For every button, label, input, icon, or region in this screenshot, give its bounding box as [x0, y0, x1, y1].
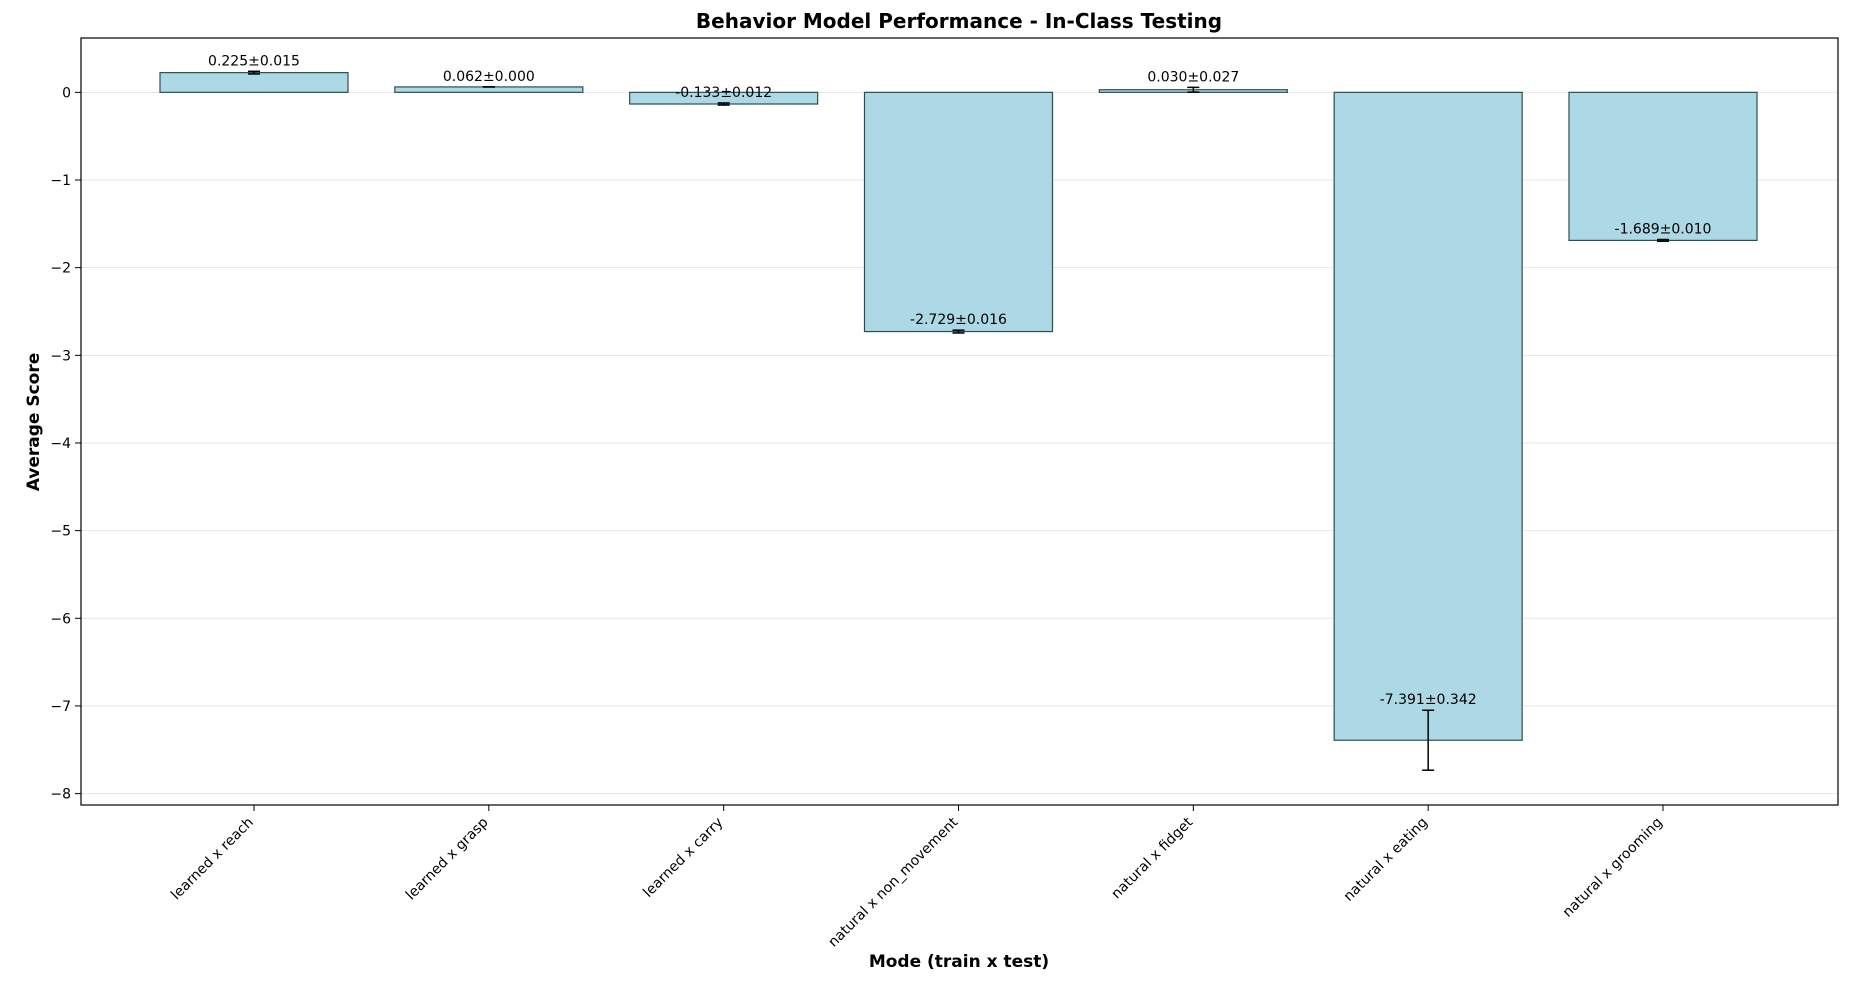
- bar-natural-x-non-movement: [863, 91, 1054, 333]
- y-tick-label: −3: [50, 348, 71, 364]
- error-bar: [717, 102, 730, 106]
- x-axis-ticks: learned x reach learned x grasp learned x …: [168, 805, 1666, 950]
- x-tick-label: natural x fidget: [1109, 814, 1197, 902]
- data-label: -0.133±0.012: [675, 85, 772, 101]
- y-tick-label: −6: [50, 611, 71, 627]
- bars: [159, 72, 1758, 741]
- x-tick-label: learned x carry: [640, 815, 726, 901]
- error-bars: [248, 70, 1669, 771]
- x-tick-label: natural x non_movement: [825, 814, 961, 950]
- data-label: -2.729±0.016: [910, 312, 1007, 328]
- chart-title: Behavior Model Performance - In-Class Te…: [696, 9, 1222, 33]
- error-bar: [1187, 86, 1200, 93]
- data-label: -7.391±0.342: [1380, 692, 1477, 708]
- y-axis-ticks: 0 −1 −2 −3 −4 −5 −6 −7 −8: [50, 85, 81, 803]
- bar-learned-x-reach: [159, 72, 349, 93]
- error-bar: [952, 329, 965, 334]
- x-axis-label: Mode (train x test): [869, 952, 1049, 972]
- y-tick-label: −5: [50, 524, 71, 540]
- error-bar: [248, 70, 260, 75]
- y-axis-label: Average Score: [24, 353, 44, 492]
- data-label: 0.062±0.000: [443, 69, 535, 85]
- y-tick-label: −7: [50, 699, 71, 715]
- bar-natural-x-eating: [1333, 91, 1523, 741]
- error-bar: [1657, 238, 1669, 243]
- bar-natural-x-grooming: [1568, 91, 1758, 242]
- x-tick-label: natural x eating: [1341, 815, 1431, 905]
- y-tick-label: −4: [50, 436, 71, 452]
- plot-area-frame: [80, 37, 1839, 806]
- data-label: 0.030±0.027: [1147, 69, 1239, 85]
- error-bar: [1422, 709, 1435, 771]
- data-label: 0.225±0.015: [208, 53, 300, 69]
- y-tick-label: −2: [50, 261, 71, 277]
- bar-learned-x-grasp: [394, 86, 584, 93]
- grid-lines: [81, 91, 1838, 795]
- x-tick-label: learned x grasp: [403, 814, 492, 903]
- x-tick-label: learned x reach: [168, 815, 257, 904]
- y-tick-label: −8: [50, 787, 71, 803]
- x-tick-label: natural x grooming: [1560, 815, 1666, 921]
- data-labels: 0.225±0.015 0.062±0.000 -0.133±0.012 -2.729…: [208, 53, 1711, 708]
- y-tick-label: −1: [50, 173, 71, 189]
- data-label: -1.689±0.010: [1615, 222, 1712, 238]
- y-tick-label: 0: [62, 85, 71, 101]
